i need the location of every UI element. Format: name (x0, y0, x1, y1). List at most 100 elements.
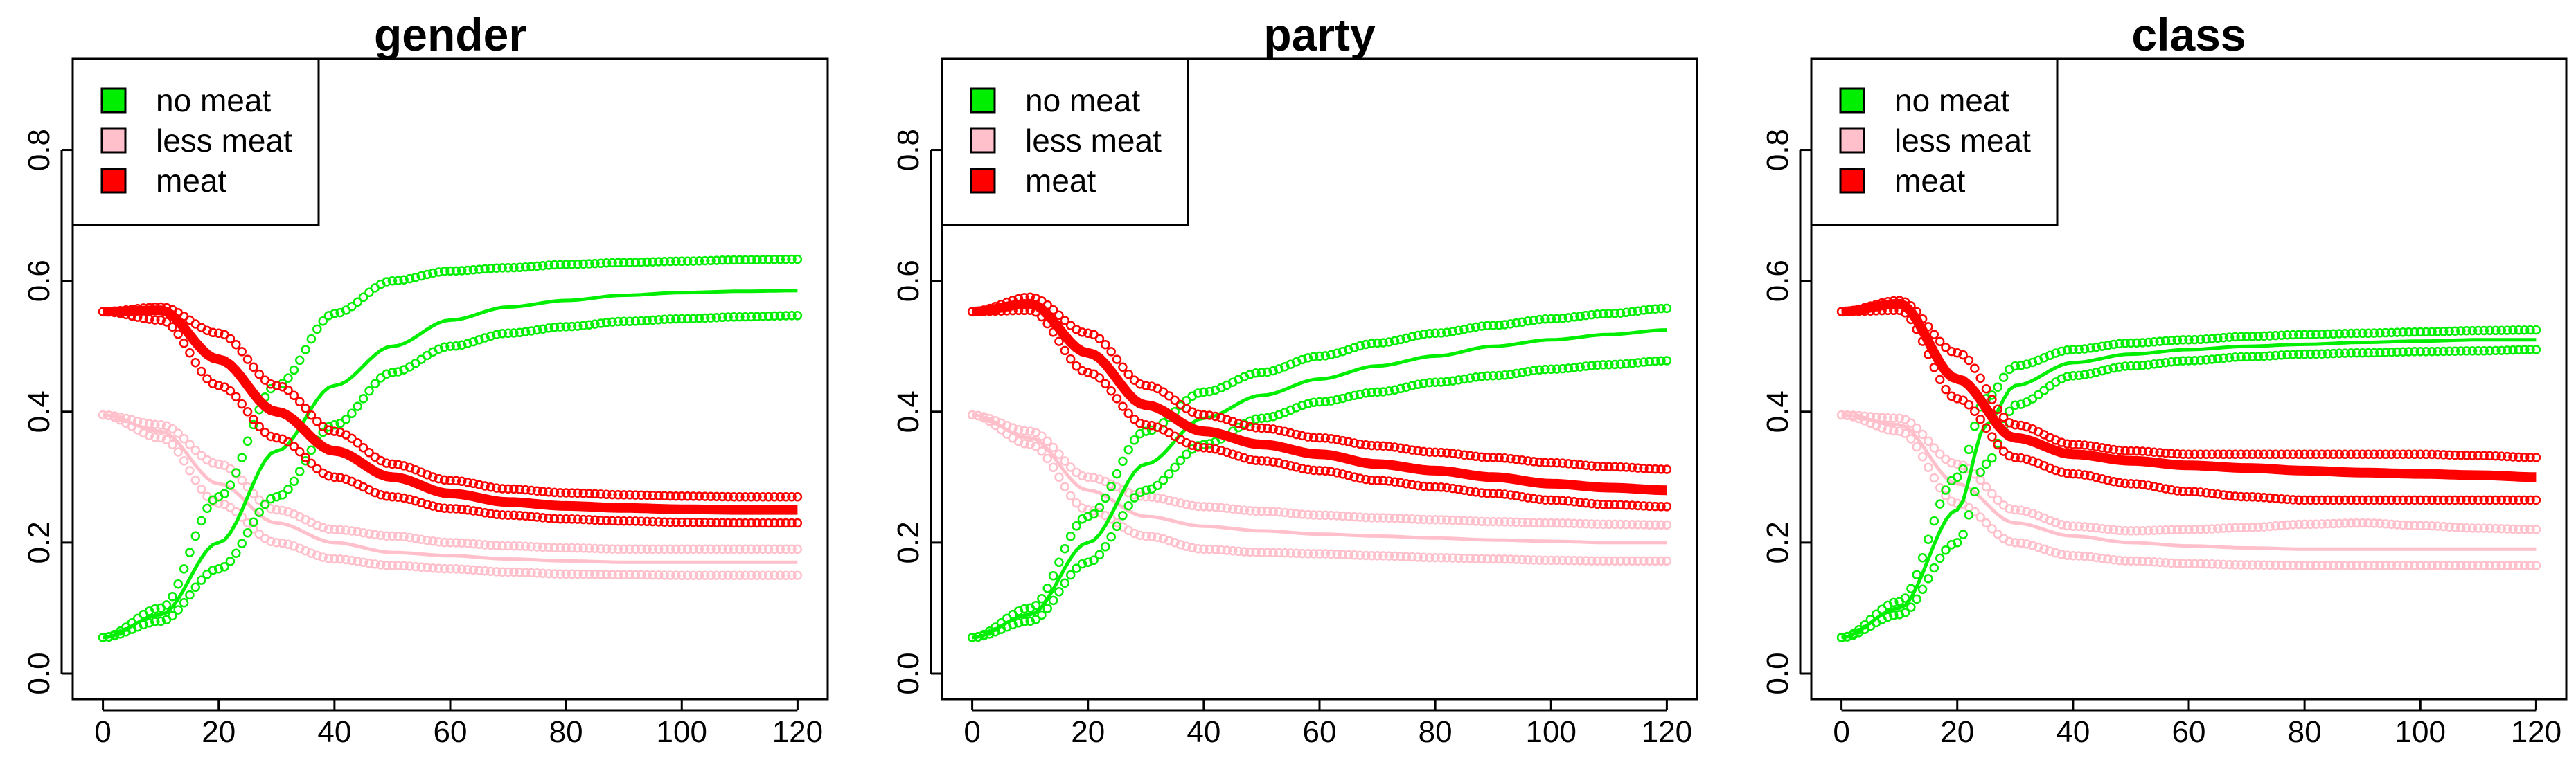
data-point (746, 518, 756, 528)
data-point (2334, 329, 2345, 339)
data-point (492, 483, 501, 493)
data-point (648, 516, 658, 527)
data-point (2097, 341, 2107, 351)
data-point (1877, 413, 1887, 422)
data-point (671, 544, 681, 554)
data-point (1297, 548, 1307, 559)
data-point (1958, 464, 1968, 474)
data-point (2456, 450, 2466, 460)
data-point (1842, 307, 1852, 316)
data-point (2143, 480, 2153, 490)
data-point (2473, 561, 2483, 570)
data-point (1656, 502, 1666, 512)
data-point (289, 476, 299, 486)
data-point (1419, 514, 1429, 525)
data-point (2057, 550, 2066, 559)
data-point (781, 254, 791, 264)
data-point (341, 554, 351, 565)
data-point (1297, 509, 1307, 519)
data-point (1488, 371, 1498, 381)
data-point (1500, 554, 1510, 564)
data-point (1037, 431, 1047, 441)
data-point (659, 517, 669, 527)
data-point (2375, 518, 2385, 529)
data-point (2005, 406, 2014, 416)
data-point (1604, 309, 1614, 318)
data-point (104, 632, 114, 642)
data-point (718, 255, 727, 265)
data-point (179, 597, 189, 608)
data-point (1245, 506, 1255, 516)
data-point (2317, 349, 2327, 359)
data-point (1274, 425, 1284, 435)
data-point (277, 538, 287, 548)
data-point (456, 538, 467, 548)
data-point (434, 344, 444, 354)
data-point (590, 543, 600, 554)
data-point (1946, 346, 1957, 357)
data-point (393, 531, 403, 541)
data-point (1372, 441, 1383, 451)
data-point (2485, 345, 2495, 356)
data-point (2132, 526, 2142, 536)
data-point (1355, 341, 1365, 351)
data-point (1187, 500, 1197, 511)
data-point (1338, 511, 1348, 521)
data-point (637, 516, 646, 526)
data-point (619, 258, 629, 267)
data-point (2294, 449, 2304, 459)
data-point (1135, 487, 1145, 497)
series-line (1841, 413, 2537, 551)
data-point (781, 311, 791, 321)
data-point (1141, 419, 1151, 430)
data-point (1048, 327, 1058, 337)
data-point (1338, 435, 1348, 446)
data-point (318, 316, 328, 326)
data-point (144, 303, 154, 312)
data-point (2294, 519, 2304, 530)
data-point (1135, 530, 1145, 541)
data-point (729, 491, 739, 502)
data-point (1917, 553, 1928, 563)
data-point (173, 330, 183, 339)
series-no-meat-upper (967, 303, 1672, 642)
data-point (312, 324, 322, 334)
data-point (1413, 552, 1423, 562)
series-meat-mean (103, 305, 798, 515)
data-point (2514, 325, 2524, 335)
data-point (1216, 413, 1226, 423)
data-point (1384, 513, 1394, 523)
data-point (1094, 334, 1105, 343)
data-point (115, 412, 125, 422)
data-point (1430, 447, 1440, 458)
data-point (2241, 352, 2252, 362)
data-point (1280, 548, 1290, 558)
data-point (1286, 548, 1295, 558)
data-point (2456, 523, 2466, 533)
data-point (787, 570, 797, 580)
data-point (168, 322, 177, 332)
data-point (637, 316, 646, 326)
data-point (1889, 305, 1899, 316)
data-point (1205, 502, 1214, 512)
data-point (625, 544, 634, 554)
data-point (445, 503, 455, 514)
data-point (2005, 536, 2014, 547)
data-point (2514, 561, 2524, 570)
data-point (1442, 327, 1452, 337)
data-point (1042, 300, 1052, 310)
data-point (2253, 331, 2264, 341)
data-point (2329, 495, 2338, 505)
data-point (1037, 446, 1047, 456)
data-point (2230, 449, 2240, 459)
data-point (2294, 330, 2304, 340)
data-point (1002, 306, 1012, 316)
data-point (173, 605, 183, 615)
data-point (1245, 454, 1255, 464)
data-point (208, 327, 218, 338)
data-point (370, 379, 380, 389)
data-point (1650, 501, 1660, 512)
data-point (1581, 518, 1591, 529)
data-point (1569, 363, 1579, 372)
